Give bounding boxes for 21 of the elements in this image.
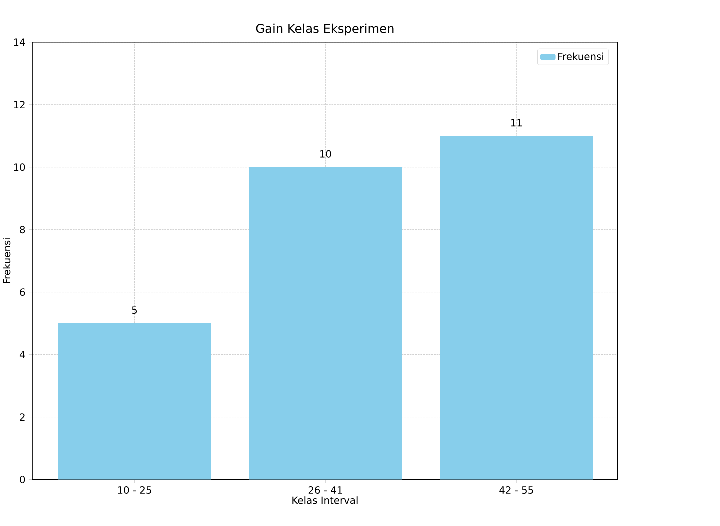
- y-tick-label: 6: [20, 288, 26, 296]
- chart-title: Gain Kelas Eksperimen: [256, 24, 394, 36]
- data-label: 10: [320, 150, 332, 158]
- legend-label: Frekuensi: [558, 52, 604, 60]
- y-tick-label: 10: [14, 164, 26, 172]
- x-axis-title: Kelas Interval: [292, 496, 358, 504]
- y-tick-label: 0: [20, 476, 26, 484]
- x-tick-label: 10 - 25: [118, 486, 152, 494]
- bar: [58, 324, 212, 480]
- y-axis-title: Frekuensi: [2, 238, 11, 284]
- y-tick-label: 12: [14, 101, 25, 109]
- data-label: 5: [132, 306, 138, 314]
- y-tick-label: 2: [20, 414, 25, 422]
- data-label: 11: [511, 120, 522, 127]
- y-tick-label: 8: [20, 226, 26, 234]
- x-tick-label: 26 - 41: [308, 486, 342, 494]
- bar: [440, 136, 594, 480]
- x-tick-label: 42 - 55: [500, 486, 534, 494]
- bar: [249, 167, 402, 480]
- y-tick-label: 14: [14, 38, 26, 46]
- y-tick-label: 4: [20, 351, 26, 359]
